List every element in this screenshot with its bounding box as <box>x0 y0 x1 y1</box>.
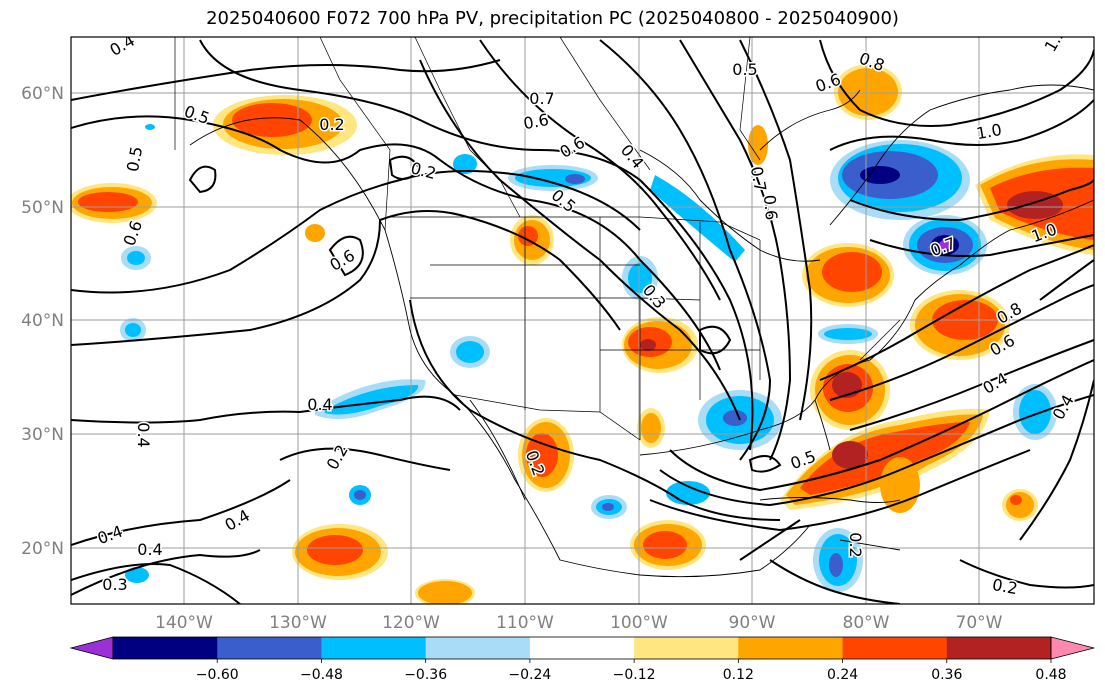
lat-label: 40°N <box>21 311 64 331</box>
precip-blob <box>640 339 656 351</box>
precip-blob <box>939 240 951 250</box>
precip-blob <box>418 581 472 604</box>
colorbar-tick-label: −0.36 <box>404 667 447 683</box>
precip-blob <box>650 175 745 262</box>
contour-label: 0.4 <box>137 540 162 559</box>
colorbar-tick-label: −0.12 <box>613 667 656 683</box>
precip-blob <box>1006 492 1034 518</box>
lon-label: 100°W <box>610 613 668 633</box>
precip-blob <box>643 531 687 559</box>
precip-blob <box>748 125 768 165</box>
contour-label: 0.4 <box>307 395 332 414</box>
lon-label: 90°W <box>729 613 776 633</box>
pv-contours <box>71 39 1094 604</box>
lon-label: 130°W <box>269 613 327 633</box>
colorbar-swatch <box>425 637 531 659</box>
colorbar-swatch <box>113 637 218 659</box>
precip-blob <box>145 124 155 130</box>
latitude-labels: 60°N 50°N 40°N 30°N 20°N <box>21 84 64 559</box>
precip-blob <box>1019 390 1051 434</box>
precip-blob <box>518 226 538 246</box>
colorbar-outline <box>112 636 1052 660</box>
contour-label: 0.2 <box>319 115 344 134</box>
precip-blob <box>125 323 141 337</box>
lat-label: 50°N <box>21 198 64 218</box>
precip-blob <box>526 433 558 477</box>
precip-blob <box>829 553 843 577</box>
precip-blob <box>880 457 920 513</box>
lat-label: 60°N <box>21 84 64 104</box>
precip-blob <box>125 567 149 583</box>
precip-blob <box>838 68 898 116</box>
colorbar-swatch <box>842 637 948 659</box>
colorbar-swatch <box>217 637 322 659</box>
colorbar-swatch <box>529 637 635 659</box>
precip-blob <box>1010 495 1022 505</box>
contour-label: 0.3 <box>102 575 127 594</box>
precip-blob <box>354 490 366 500</box>
colorbar-tick-label: 0.24 <box>827 667 858 683</box>
precip-blob <box>860 166 900 184</box>
precip-blob <box>832 372 862 398</box>
lat-label: 20°N <box>21 539 64 559</box>
precip-blob <box>305 224 325 242</box>
chart-title: 2025040600 F072 700 hPa PV, precipitatio… <box>206 8 899 29</box>
colorbar-tick-label: 0.48 <box>1035 667 1066 683</box>
precip-blob <box>325 385 419 415</box>
lon-label: 80°W <box>843 613 890 633</box>
precip-blob <box>232 103 312 137</box>
contour-label: 0.5 <box>732 60 757 79</box>
colorbar-swatch <box>321 637 427 659</box>
precip-blob <box>641 413 661 443</box>
lon-label: 70°W <box>956 613 1003 633</box>
colorbar-tick-label: 0.36 <box>931 667 962 683</box>
precip-blob <box>824 328 872 340</box>
precip-blob <box>78 192 138 212</box>
lat-label: 30°N <box>21 425 64 445</box>
colorbar-tick-label: 0.12 <box>723 667 754 683</box>
precip-blob <box>456 341 484 363</box>
precip-blob <box>832 441 868 469</box>
colorbar-tick-label: −0.24 <box>508 667 551 683</box>
lon-label: 140°W <box>155 613 213 633</box>
contour-label: 0.7 <box>529 89 554 108</box>
colorbar-swatch <box>738 637 844 659</box>
precip-blob <box>602 503 614 511</box>
map-frame <box>70 36 1095 605</box>
lon-label: 120°W <box>382 613 440 633</box>
colorbar-tick-label: −0.48 <box>300 667 343 683</box>
precip-blob <box>127 251 145 265</box>
contour-label: 0.6 <box>760 194 781 221</box>
colorbar-tick-label: −0.60 <box>196 667 239 683</box>
colorbar: −0.60 −0.48 −0.36 −0.24 −0.12 0.12 0.24 0.36 0.4… <box>69 636 1095 683</box>
precip-blob <box>307 535 363 565</box>
map-gridlines <box>71 37 1094 604</box>
precip-blob <box>453 154 477 174</box>
coastlines <box>189 84 1094 578</box>
lon-label: 110°W <box>496 613 554 633</box>
colorbar-swatch <box>634 637 739 659</box>
precip-blob <box>565 174 585 184</box>
precip-blob <box>723 410 747 426</box>
colorbar-swatch <box>946 637 1052 659</box>
colorbar-arrow-low <box>69 636 114 660</box>
longitude-labels: 140°W 130°W 120°W 110°W 100°W 90°W 80°W 70°W <box>155 613 1003 633</box>
colorbar-arrow-high <box>1050 636 1095 660</box>
precip-blob <box>822 252 882 292</box>
contour-label: 0.2 <box>846 532 865 557</box>
contour-label: 0.4 <box>134 422 153 447</box>
precip-blob <box>628 263 652 293</box>
